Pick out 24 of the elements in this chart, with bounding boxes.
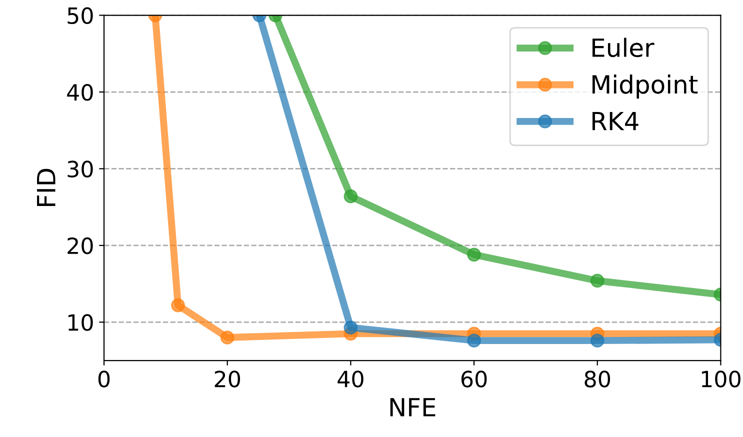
y-axis-title: FID [37, 168, 56, 206]
point [171, 298, 185, 312]
y-tick-label: 10 [68, 314, 93, 331]
point [590, 274, 604, 288]
x-tick-label: 100 [702, 370, 740, 388]
legend-label: RK4 [592, 112, 638, 130]
y-tick-label: 40 [67, 84, 93, 101]
y-tick-label: 30 [68, 160, 93, 178]
point [344, 320, 358, 334]
x-tick-label: 40 [338, 370, 364, 388]
x-tick-label: 20 [214, 370, 240, 388]
y-tick-label: 20 [68, 237, 93, 254]
x-tick-label: 80 [584, 370, 610, 388]
x-tick-label: 0 [98, 370, 110, 388]
point [344, 189, 358, 204]
point [590, 334, 604, 348]
point [220, 330, 234, 344]
y-tick-label: 50 [68, 7, 93, 24]
legend-label: Midpoint [592, 74, 698, 99]
legend-label: Euler [592, 38, 654, 58]
point [467, 334, 481, 348]
point [467, 248, 481, 262]
x-axis-title: NFE [390, 398, 436, 416]
x-tick-label: 60 [461, 370, 487, 388]
